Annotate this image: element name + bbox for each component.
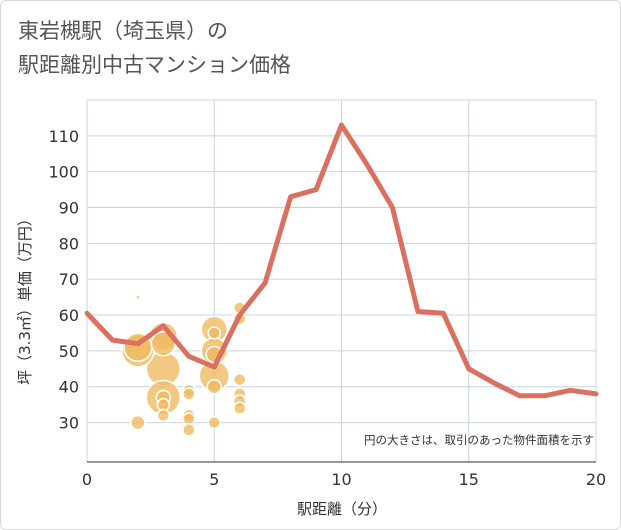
bubble-point [206, 378, 222, 395]
bubble-point [130, 414, 146, 431]
bubble-point [207, 415, 221, 430]
y-tick-label: 90 [59, 199, 79, 218]
bubble-point [135, 294, 141, 300]
bubble-point [232, 401, 247, 415]
bubble-size-note: 円の大きさは、取引のあった物件面積を示す [364, 433, 594, 447]
bubble-point [182, 387, 196, 401]
x-tick-label: 5 [209, 470, 219, 489]
x-axis-label: 駅距離（分） [297, 500, 387, 518]
axis-ticks: 0 5 10 15 20 30 40 50 60 70 80 90 100 110 [48, 127, 606, 489]
bubble-layer [121, 294, 247, 437]
y-tick-label: 60 [59, 306, 79, 325]
y-tick-label: 40 [59, 378, 79, 397]
x-tick-label: 15 [459, 470, 479, 489]
bubble-point [156, 408, 171, 423]
y-tick-label: 30 [59, 414, 79, 433]
x-tick-label: 0 [82, 470, 92, 489]
bubble-point [207, 326, 221, 340]
chart-title-line1: 東岩槻駅（埼玉県）の [18, 19, 228, 43]
x-tick-label: 20 [586, 470, 606, 489]
y-tick-label: 50 [59, 342, 79, 361]
y-tick-label: 110 [48, 127, 79, 146]
bubble-point [182, 422, 196, 437]
chart-title-line2: 駅距離別中古マンション価格 [18, 53, 291, 77]
average-price-line [84, 122, 599, 399]
y-tick-label: 70 [59, 270, 79, 289]
y-tick-label: 100 [48, 163, 79, 182]
y-tick-label: 80 [59, 234, 79, 253]
chart-title: 東岩槻駅（埼玉県）の 駅距離別中古マンション価格 [18, 14, 291, 82]
bubble-point [232, 372, 247, 387]
x-tick-label: 10 [331, 470, 351, 489]
y-axis-label: 坪（3.3㎡）単価（万円） [16, 211, 34, 385]
